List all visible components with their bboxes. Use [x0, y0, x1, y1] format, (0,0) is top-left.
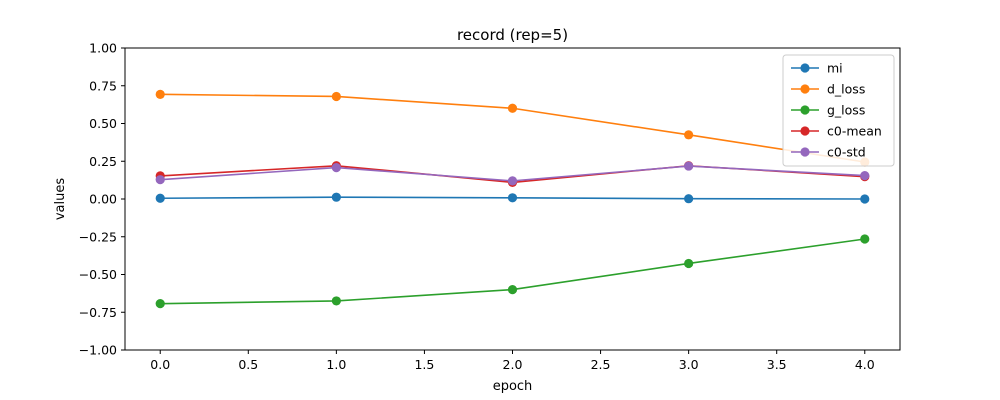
data-point-mi: [331, 192, 341, 202]
data-point-c0-std: [155, 175, 165, 185]
data-point-g_loss: [860, 234, 870, 244]
y-tick-label: 0.50: [89, 116, 117, 131]
x-tick-label: 3.0: [679, 357, 699, 372]
data-point-mi: [860, 194, 870, 204]
y-tick-label: 0.00: [89, 192, 117, 207]
legend-marker: [800, 63, 810, 73]
legend-marker: [800, 105, 810, 115]
legend-label: mi: [827, 61, 843, 76]
series-c0-std: [155, 161, 870, 186]
x-tick-label: 2.5: [591, 357, 611, 372]
legend-box: [782, 54, 895, 167]
data-point-c0-std: [860, 170, 870, 181]
data-point-g_loss: [155, 299, 165, 309]
y-tick-label: −0.25: [79, 229, 117, 244]
y-tick-label: −1.00: [79, 343, 117, 358]
x-tick-label: 3.5: [767, 357, 787, 372]
legend-item: g_loss: [791, 103, 865, 118]
legend-marker: [800, 126, 810, 136]
legend-item: d_loss: [791, 82, 865, 97]
x-axis-label: epoch: [493, 379, 533, 394]
x-tick-label: 1.5: [414, 357, 434, 372]
legend-label: c0-mean: [827, 124, 882, 139]
x-tick-label: 0.5: [238, 357, 258, 372]
x-tick-label: 1.0: [326, 357, 346, 372]
y-tick-label: 0.25: [89, 154, 117, 169]
data-point-d_loss: [155, 89, 165, 99]
y-tick-label: −0.50: [79, 267, 117, 282]
legend-label: c0-std: [827, 145, 866, 160]
data-point-g_loss: [331, 296, 341, 306]
x-tick-label: 2.0: [503, 357, 523, 372]
y-tick-label: 0.75: [89, 78, 117, 93]
plot-area: 0.0 0.5 1.0 1.5 2.0 2.5 3.0 3.5 4.0 1.00 0.75 0.50 0…: [79, 41, 901, 372]
legend-marker: [800, 84, 810, 94]
y-tick-label: 1.00: [89, 41, 117, 56]
series-g_loss: [155, 234, 870, 309]
legend-label: d_loss: [827, 82, 865, 97]
data-point-d_loss: [684, 130, 694, 140]
data-point-g_loss: [684, 258, 694, 269]
data-point-mi: [684, 194, 694, 204]
legend-marker: [800, 147, 810, 157]
data-point-d_loss: [331, 91, 341, 102]
data-point-d_loss: [507, 103, 518, 113]
x-tick-label: 4.0: [855, 357, 875, 372]
y-axis-label: values: [53, 178, 68, 221]
series-d_loss: [155, 89, 870, 167]
series-mi: [155, 192, 870, 204]
chart-title: record (rep=5): [457, 26, 568, 44]
legend-label: g_loss: [827, 103, 865, 118]
data-point-c0-std: [507, 176, 518, 186]
legend-item: c0-mean: [791, 124, 882, 139]
data-point-mi: [507, 193, 518, 203]
data-point-c0-std: [331, 162, 341, 173]
x-tick-label: 0.0: [150, 357, 170, 372]
data-point-g_loss: [507, 285, 518, 295]
data-point-c0-std: [684, 161, 694, 171]
legend-item: mi: [791, 61, 843, 76]
y-tick-label: −0.75: [79, 305, 117, 320]
data-point-mi: [155, 193, 165, 203]
legend: mi d_loss g_loss c0-mean c0-std: [782, 54, 895, 167]
legend-item: c0-std: [791, 145, 866, 160]
